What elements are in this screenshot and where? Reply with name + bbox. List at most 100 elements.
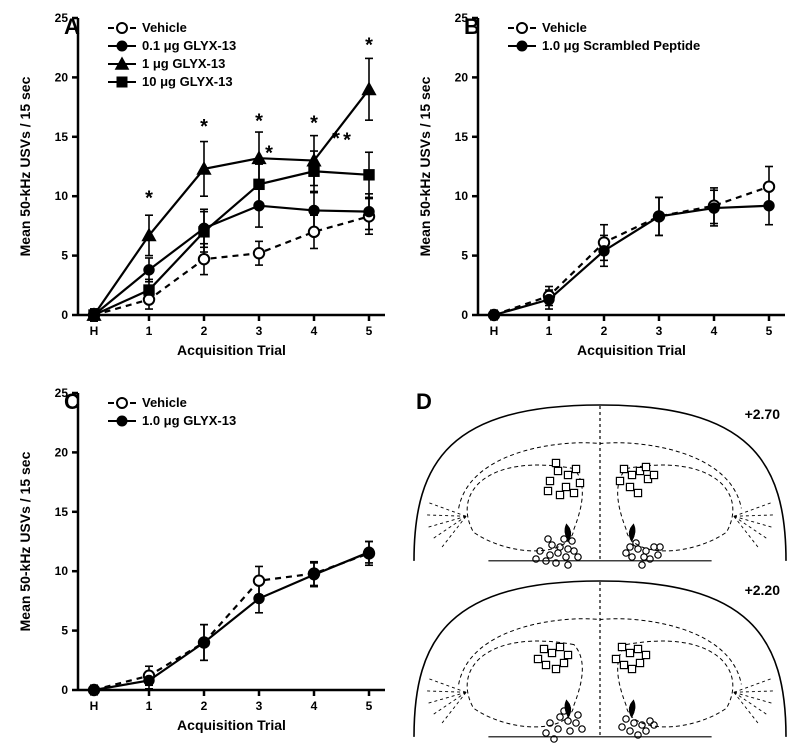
open-square-injection-site: [552, 665, 559, 672]
series-line: [494, 187, 769, 315]
open-small-circle-injection-site: [571, 548, 577, 554]
open-square-injection-site: [546, 477, 553, 484]
commissure-fill: [629, 524, 635, 542]
section-label: +2.20: [745, 582, 781, 598]
section-label: +2.70: [745, 406, 781, 422]
open-small-circle-injection-site: [643, 728, 649, 734]
open-small-circle-injection-site: [579, 726, 585, 732]
significance-star: *: [332, 128, 340, 150]
series-line: [494, 206, 769, 315]
open-circle-legend: [117, 398, 127, 408]
coronal-section: +2.70: [414, 405, 786, 568]
open-small-circle-injection-site: [627, 544, 633, 550]
x-axis-title: Acquisition Trial: [177, 717, 286, 733]
panel-letter: C: [64, 389, 80, 414]
series-line: [94, 206, 369, 315]
cortical-ray: [441, 692, 466, 724]
filled-square-point: [89, 310, 99, 320]
open-small-circle-injection-site: [623, 716, 629, 722]
filled-circle-point: [309, 570, 319, 580]
filled-circle-point: [364, 547, 374, 557]
cortical-ray: [734, 515, 774, 516]
open-small-circle-injection-site: [563, 554, 569, 560]
legend-label: 1 μg GLYX-13: [142, 56, 225, 71]
x-tick-label: 4: [711, 324, 718, 338]
legend-label: 10 μg GLYX-13: [142, 74, 233, 89]
open-square-injection-site: [616, 477, 623, 484]
x-tick-label: 2: [601, 324, 608, 338]
open-circle-point: [309, 227, 319, 237]
y-tick-label: 15: [55, 130, 69, 144]
open-square-injection-site: [564, 651, 571, 658]
filled-circle-point: [544, 294, 554, 304]
filled-circle-point: [309, 205, 319, 215]
open-square-injection-site: [628, 665, 635, 672]
open-square-injection-site: [628, 471, 635, 478]
open-small-circle-injection-site: [575, 554, 581, 560]
cortical-ray: [734, 692, 767, 714]
legend-label: 1.0 μg GLYX-13: [142, 413, 236, 428]
open-square-injection-site: [620, 465, 627, 472]
open-square-injection-site: [556, 643, 563, 650]
filled-square-point: [144, 285, 154, 295]
filled-circle-legend: [517, 41, 527, 51]
open-circle-point: [254, 248, 264, 258]
figure-grid: 0510152025H12345Acquisition TrialMean 50…: [0, 0, 800, 751]
y-tick-label: 20: [455, 70, 469, 84]
y-tick-label: 10: [55, 189, 69, 203]
x-tick-label: 5: [366, 324, 373, 338]
filled-square-point: [254, 179, 264, 189]
series-line: [94, 216, 369, 315]
cortical-ray: [441, 516, 466, 548]
y-tick-label: 0: [61, 683, 68, 697]
y-tick-label: 15: [55, 505, 69, 519]
cortical-ray: [428, 679, 466, 693]
significance-star: *: [310, 113, 318, 135]
y-tick-label: 0: [61, 308, 68, 322]
cortical-ray: [426, 691, 466, 692]
open-square-injection-site: [626, 483, 633, 490]
y-tick-label: 20: [55, 445, 69, 459]
significance-star: *: [343, 129, 351, 151]
open-small-circle-injection-site: [619, 724, 625, 730]
open-small-circle-injection-site: [651, 722, 657, 728]
legend-label: Vehicle: [142, 395, 187, 410]
open-square-injection-site: [612, 655, 619, 662]
open-square-injection-site: [572, 465, 579, 472]
open-small-circle-injection-site: [655, 552, 661, 558]
x-tick-label: 2: [201, 699, 208, 713]
open-square-injection-site: [556, 491, 563, 498]
filled-square-point: [199, 227, 209, 237]
filled-circle-point: [144, 675, 154, 685]
legend-label: 0.1 μg GLYX-13: [142, 38, 236, 53]
panel-c: 0510152025H12345Acquisition TrialMean 50…: [0, 375, 400, 751]
panel-b: 0510152025H12345Acquisition TrialMean 50…: [400, 0, 800, 375]
filled-circle-point: [599, 246, 609, 256]
open-square-injection-site: [554, 467, 561, 474]
open-small-circle-injection-site: [543, 730, 549, 736]
open-small-circle-injection-site: [555, 726, 561, 732]
x-tick-label: 3: [256, 324, 263, 338]
x-axis-title: Acquisition Trial: [177, 342, 286, 358]
cortical-ray: [734, 516, 767, 538]
open-square-injection-site: [540, 645, 547, 652]
filled-square-point: [364, 170, 374, 180]
panel-letter: B: [464, 14, 480, 39]
panel-d: D+2.70+2.20: [400, 375, 800, 751]
open-small-circle-injection-site: [569, 538, 575, 544]
y-axis-title: Mean 50-kHz USVs / 15 sec: [17, 451, 33, 631]
open-small-circle-injection-site: [623, 550, 629, 556]
cortical-ray: [734, 516, 772, 527]
open-square-injection-site: [552, 459, 559, 466]
legend-label: 1.0 μg Scrambled Peptide: [542, 38, 700, 53]
cortical-ray: [734, 516, 759, 548]
commissure-fill: [629, 700, 635, 718]
y-axis-title: Mean 50-kHz USVs / 15 sec: [17, 76, 33, 256]
cortical-ray: [734, 692, 759, 724]
open-square-injection-site: [570, 489, 577, 496]
open-square-injection-site: [620, 661, 627, 668]
y-tick-label: 5: [461, 249, 468, 263]
filled-circle-point: [254, 593, 264, 603]
x-tick-label: 2: [201, 324, 208, 338]
open-circle-point: [199, 254, 209, 264]
